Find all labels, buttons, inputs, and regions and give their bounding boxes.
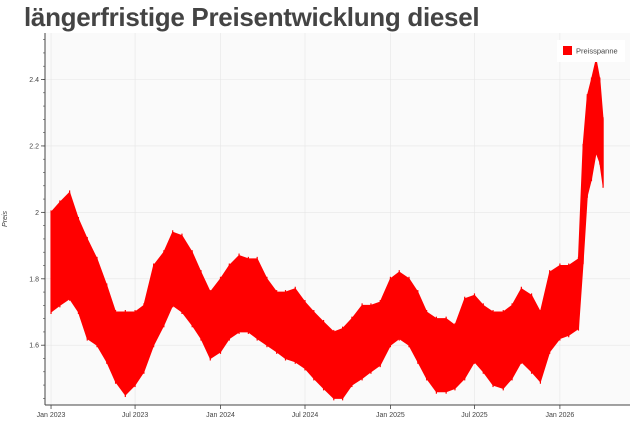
legend-box <box>557 40 625 62</box>
x-tick-label: Jan 2026 <box>545 412 574 419</box>
y-tick-label: 1.8 <box>29 276 39 283</box>
y-tick-label: 2.2 <box>29 143 39 150</box>
y-tick-label: 2.4 <box>29 77 39 84</box>
x-tick-label: Jan 2024 <box>206 412 235 419</box>
y-tick-label: 2 <box>35 210 39 217</box>
price-range-series <box>50 57 604 401</box>
x-tick-label: Jul 2023 <box>122 412 149 419</box>
legend-swatch <box>563 46 572 55</box>
x-tick-label: Jul 2025 <box>461 412 488 419</box>
x-tick-label: Jul 2024 <box>292 412 319 419</box>
legend-label: Preisspanne <box>576 47 618 56</box>
x-tick-label: Jan 2023 <box>37 412 66 419</box>
y-axis-label: Preis <box>2 211 9 227</box>
axes: 1.6 1.8 2 2.2 2.4 Jan 2023 Jul 2023 Jan 2024 Jul… <box>29 33 630 419</box>
chart-title: längerfristige Preisentwicklung diesel <box>24 2 480 32</box>
legend: Preisspanne <box>557 40 625 62</box>
x-tick-label: Jan 2025 <box>376 412 405 419</box>
y-tick-label: 1.6 <box>29 343 39 350</box>
